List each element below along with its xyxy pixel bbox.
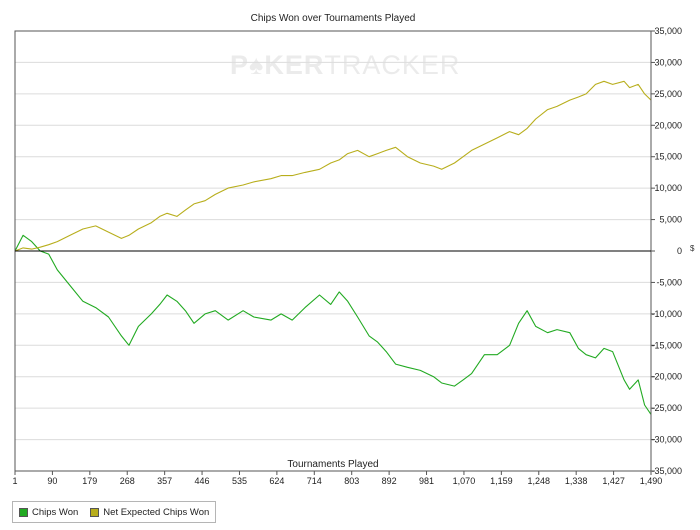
y-tick-label: 35,000 [654, 26, 682, 36]
x-tick-label: 179 [82, 476, 97, 486]
y-tick-label: -15,000 [651, 340, 682, 350]
y-tick-label: -20,000 [651, 372, 682, 382]
x-tick-label: 1 [12, 476, 17, 486]
x-tick-label: 535 [232, 476, 247, 486]
y-unit-label: $ [690, 244, 695, 253]
x-axis: 1 90 179 268 357 446 535 624 714 803 892 981 1,070 1,… [12, 471, 662, 486]
series-line-1 [14, 80, 652, 252]
x-tick-label: 714 [307, 476, 322, 486]
x-tick-label: 624 [269, 476, 284, 486]
legend-item-chips-won: Chips Won [13, 507, 84, 518]
y-tick-label: -25,000 [651, 403, 682, 413]
x-tick-label: 803 [344, 476, 359, 486]
y-tick-label: 20,000 [654, 120, 682, 130]
legend-swatch-chips-won [19, 507, 28, 517]
series-lines [14, 80, 652, 415]
y-tick-label: -30,000 [651, 435, 682, 445]
y-axis: 35,000 30,000 25,000 20,000 15,000 10,000 5,00… [651, 26, 682, 476]
x-tick-label: 1,490 [640, 476, 663, 486]
y-tick-label: 15,000 [654, 152, 682, 162]
y-tick-label: 30,000 [654, 57, 682, 67]
y-tick-label: -5,000 [656, 277, 682, 287]
y-tick-label: 25,000 [654, 89, 682, 99]
y-tick-label: 5,000 [659, 215, 682, 225]
series-line-0 [14, 234, 652, 415]
y-tick-label: 0 [677, 246, 682, 256]
chart-title: Chips Won over Tournaments Played [251, 13, 416, 24]
y-tick-label: -35,000 [651, 466, 682, 476]
x-tick-label: 1,070 [453, 476, 476, 486]
x-tick-label: 268 [120, 476, 135, 486]
x-tick-label: 1,159 [490, 476, 513, 486]
legend-label-chips-won: Chips Won [32, 506, 79, 518]
x-tick-label: 357 [157, 476, 172, 486]
legend-swatch-net-expected [90, 507, 100, 517]
x-tick-label: 981 [419, 476, 434, 486]
x-tick-label: 1,248 [527, 476, 550, 486]
legend-item-net-expected: Net Expected Chips Won [84, 507, 215, 518]
y-tick-label: 10,000 [654, 183, 682, 193]
x-axis-title: Tournaments Played [287, 459, 378, 470]
pokertracker-watermark: P♠KERTRACKER [230, 50, 461, 80]
x-tick-label: 1,338 [565, 476, 588, 486]
y-tick-label: -10,000 [651, 309, 682, 319]
x-tick-label: 90 [47, 476, 57, 486]
legend-label-net-expected: Net Expected Chips Won [103, 506, 210, 518]
x-tick-label: 1,427 [602, 476, 625, 486]
x-tick-label: 892 [382, 476, 397, 486]
legend: Chips Won Net Expected Chips Won [12, 501, 217, 523]
x-tick-label: 446 [195, 476, 210, 486]
